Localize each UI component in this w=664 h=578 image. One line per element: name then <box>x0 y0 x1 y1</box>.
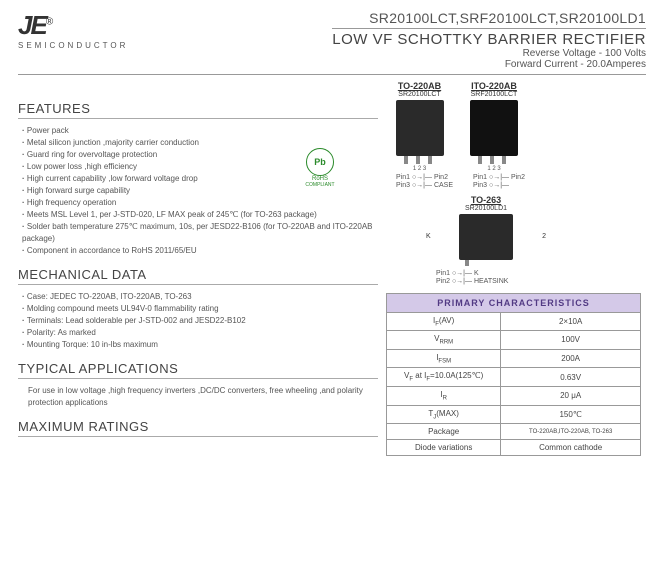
title-block: SR20100LCT,SRF20100LCT,SR20100LD1 LOW VF… <box>332 10 646 70</box>
mechanical-heading: MECHANICAL DATA <box>18 267 378 285</box>
char-val: 100V <box>501 331 641 350</box>
part-numbers: SR20100LCT,SRF20100LCT,SR20100LD1 <box>332 10 646 26</box>
mechanical-item: Mounting Torque: 10 in-lbs maximum <box>22 339 378 351</box>
k-label: K <box>426 233 431 240</box>
pin-numbers: 1 2 3 <box>386 166 453 172</box>
typical-heading: TYPICAL APPLICATIONS <box>18 361 378 379</box>
right-column: TO-220AB SR20100LCT 1 2 3 Pin1 ○→|— Pin2… <box>386 81 646 456</box>
pkg-name: ITO-220AB <box>463 81 525 91</box>
char-key: TJ(MAX) <box>387 405 501 424</box>
applications-text: For use in low voltage ,high frequency i… <box>18 385 378 409</box>
table-row: PackageTO-220AB,ITO-220AB, TO-263 <box>387 424 641 440</box>
features-heading: FEATURES <box>18 101 378 119</box>
pkg-body-icon <box>470 100 518 156</box>
package-to220: TO-220AB SR20100LCT 1 2 3 Pin1 ○→|— Pin2… <box>386 81 453 191</box>
pkg-body-icon <box>396 100 444 156</box>
logo-main: JE <box>18 10 46 40</box>
feature-item: Component in accordance to RoHS 2011/65/… <box>22 245 378 257</box>
char-key: Diode variations <box>387 440 501 456</box>
left-column: FEATURES Power pack Metal silicon juncti… <box>18 81 386 456</box>
feature-item: High frequency operation <box>22 197 378 209</box>
package-ito220: ITO-220AB SRF20100LCT 1 2 3 Pin1 ○→|— Pi… <box>463 81 525 191</box>
logo-text: JE® <box>18 10 128 41</box>
char-key: IFSM <box>387 349 501 368</box>
table-row: VRRM100V <box>387 331 641 350</box>
pin-numbers: 1 2 3 <box>463 166 525 172</box>
char-key: VRRM <box>387 331 501 350</box>
feature-item: Power pack <box>22 125 378 137</box>
mechanical-list: Case: JEDEC TO-220AB, ITO-220AB, TO-263 … <box>18 291 378 351</box>
char-key: Package <box>387 424 501 440</box>
pin-diagram: Pin1 ○→|— Pin2 Pin3 ○→|— <box>463 174 525 191</box>
pin-diagram: Pin1 ○→|— Pin2 Pin3 ○→|— CASE <box>386 174 453 191</box>
table-row: TJ(MAX)150℃ <box>387 405 641 424</box>
char-val: 200A <box>501 349 641 368</box>
logo-reg: ® <box>46 16 51 27</box>
char-val: 150℃ <box>501 405 641 424</box>
char-table-title: PRIMARY CHARACTERISTICS <box>387 293 641 312</box>
pkg-body-icon <box>459 214 513 260</box>
package-to263: TO-263 SR20100LD1 K 2 Pin1 ○→|— K Pin2 ○… <box>426 195 546 287</box>
char-key: VF at IF=10.0A(125℃) <box>387 368 501 387</box>
rohs-badge: Pb RoHS COMPLIANT <box>300 148 340 188</box>
mechanical-item: Polarity: As marked <box>22 327 378 339</box>
pin-diagram: Pin1 ○→|— K Pin2 ○→|— HEATSINK <box>426 270 546 287</box>
subtitle-voltage: Reverse Voltage - 100 Volts <box>332 48 646 59</box>
maximum-heading: MAXIMUM RATINGS <box>18 419 378 437</box>
content-row: FEATURES Power pack Metal silicon juncti… <box>18 81 646 456</box>
char-val: 0.63V <box>501 368 641 387</box>
feature-item: Meets MSL Level 1, per J-STD-020, LF MAX… <box>22 209 378 221</box>
table-row: IF(AV)2×10A <box>387 312 641 331</box>
char-val: 20 μA <box>501 386 641 405</box>
feature-item: Solder bath temperature 275℃ maximum, 10… <box>22 221 378 245</box>
title-divider <box>332 28 646 29</box>
pin2-label: 2 <box>542 233 546 240</box>
table-row: IR20 μA <box>387 386 641 405</box>
pkg-part: SR20100LD1 <box>426 205 546 212</box>
page-header: JE® SEMICONDUCTOR SR20100LCT,SRF20100LCT… <box>18 10 646 75</box>
char-key: IF(AV) <box>387 312 501 331</box>
subtitle-current: Forward Current - 20.0Amperes <box>332 59 646 70</box>
pkg-part: SRF20100LCT <box>463 91 525 98</box>
char-val: 2×10A <box>501 312 641 331</box>
logo-block: JE® SEMICONDUCTOR <box>18 10 128 50</box>
package-row: TO-220AB SR20100LCT 1 2 3 Pin1 ○→|— Pin2… <box>386 81 646 191</box>
characteristics-table: PRIMARY CHARACTERISTICS IF(AV)2×10A VRRM… <box>386 293 641 457</box>
rohs-sub: COMPLIANT <box>300 182 340 188</box>
table-row: Diode variationsCommon cathode <box>387 440 641 456</box>
features-list: Power pack Metal silicon junction ,major… <box>18 125 378 257</box>
char-val: Common cathode <box>501 440 641 456</box>
mechanical-item: Case: JEDEC TO-220AB, ITO-220AB, TO-263 <box>22 291 378 303</box>
pkg-part: SR20100LCT <box>386 91 453 98</box>
table-row: VF at IF=10.0A(125℃)0.63V <box>387 368 641 387</box>
rohs-icon: Pb <box>306 148 334 176</box>
char-key: IR <box>387 386 501 405</box>
main-title: LOW VF SCHOTTKY BARRIER RECTIFIER <box>332 31 646 48</box>
pkg-name: TO-220AB <box>386 81 453 91</box>
mechanical-item: Terminals: Lead solderable per J-STD-002… <box>22 315 378 327</box>
table-row: IFSM200A <box>387 349 641 368</box>
logo-subtitle: SEMICONDUCTOR <box>18 41 128 50</box>
char-val: TO-220AB,ITO-220AB, TO-263 <box>501 424 641 440</box>
pkg-name: TO-263 <box>426 195 546 205</box>
mechanical-item: Molding compound meets UL94V-0 flammabil… <box>22 303 378 315</box>
